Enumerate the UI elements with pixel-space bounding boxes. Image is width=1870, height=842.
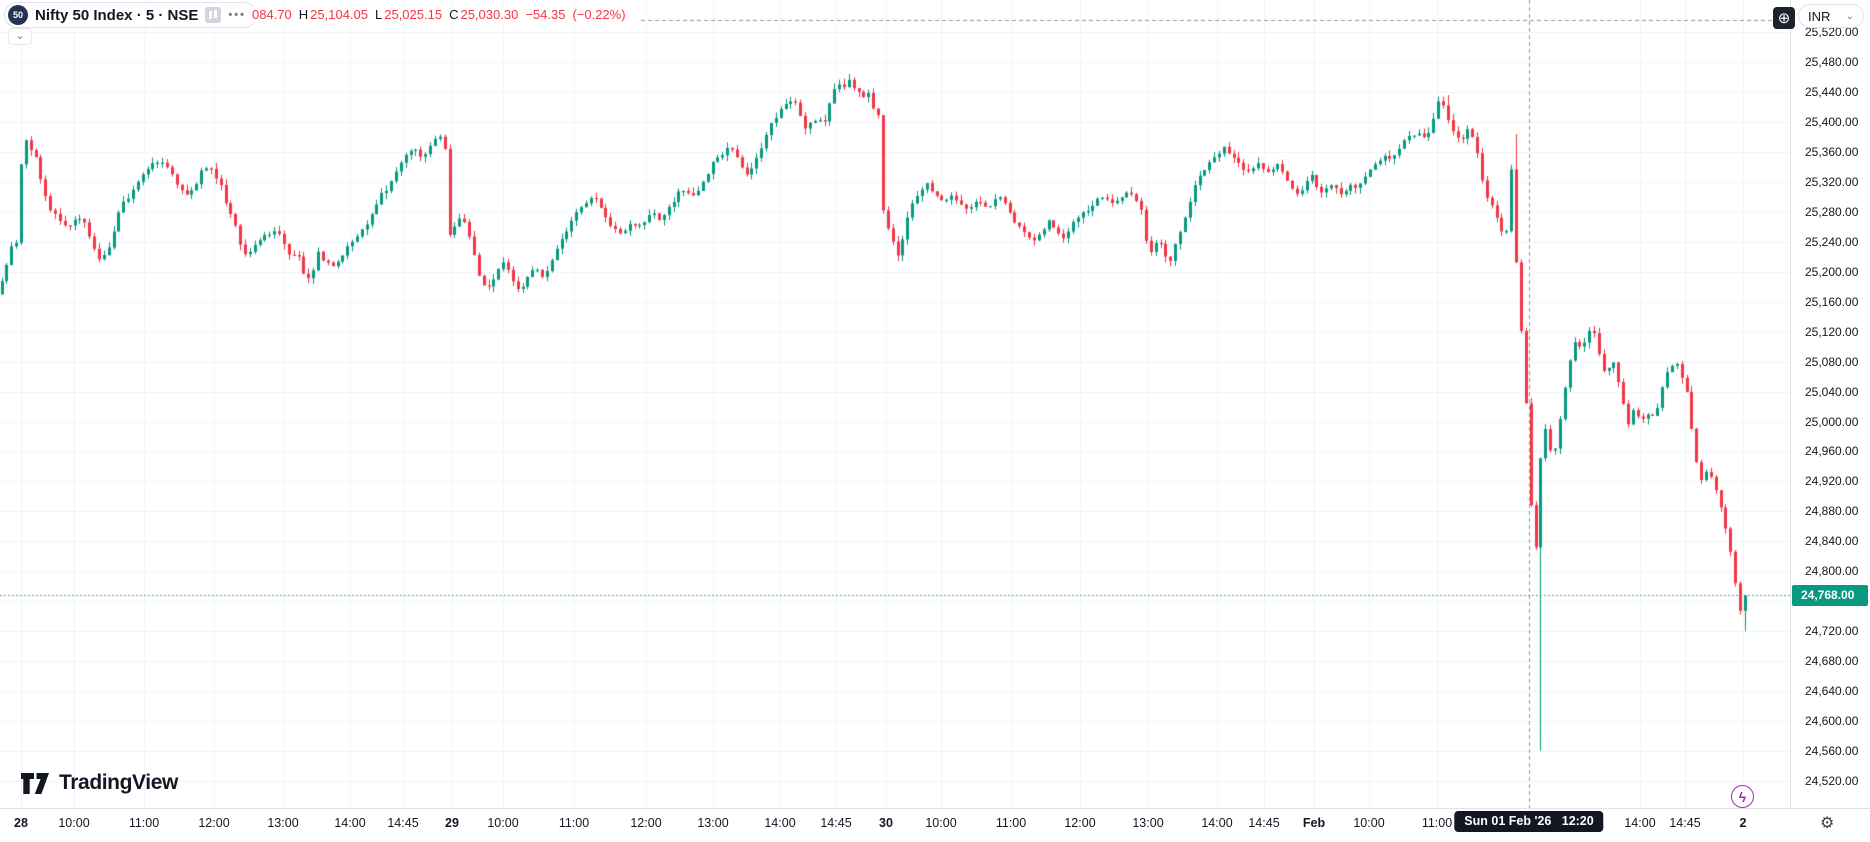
symbol-logo-badge: 50: [8, 5, 28, 25]
price-axis-label: 25,040.00: [1805, 384, 1859, 399]
symbol-pill[interactable]: 50 Nifty 50 Index · 5 · NSE •••: [4, 2, 257, 28]
time-axis-label: 14:45: [820, 816, 852, 830]
ohlc-part: H: [298, 7, 309, 22]
time-axis-label: 11:00: [1421, 816, 1453, 830]
time-axis-label: 30: [879, 816, 893, 830]
time-axis-label: 10:00: [1353, 816, 1385, 830]
time-axis-label: 14:45: [1669, 816, 1701, 830]
time-axis-label: 14:00: [334, 816, 366, 830]
price-axis-label: 25,360.00: [1805, 144, 1859, 159]
time-axis-label: 13:00: [267, 816, 299, 830]
price-axis-label: 25,160.00: [1805, 294, 1859, 309]
crosshair-time-badge: Sun 01 Feb '26 12:20: [1454, 811, 1604, 832]
time-axis-label: 2: [1739, 816, 1747, 830]
price-axis-label: 25,320.00: [1805, 174, 1859, 189]
ohlc-part: 25,030.30: [460, 7, 519, 22]
time-axis-label: 10:00: [925, 816, 957, 830]
time-axis-label: Feb: [1302, 816, 1326, 830]
ohlc-part: −54.35: [525, 7, 566, 22]
chevron-down-icon: ⌄: [1845, 10, 1854, 22]
time-axis-label: 11:00: [558, 816, 590, 830]
price-axis-label: 24,800.00: [1805, 564, 1859, 579]
tradingview-logo[interactable]: TradingView: [20, 771, 178, 795]
time-axis-label: 29: [445, 816, 459, 830]
price-axis-label: 24,960.00: [1805, 444, 1859, 459]
ohlc-info-row: 084.70 H 25,104.05 L 25,025.15 C 25,030.30 −54.…: [252, 7, 639, 22]
more-options-icon[interactable]: •••: [228, 9, 246, 21]
ohlc-part: (−0.22%): [572, 7, 626, 22]
chart-style-icon[interactable]: [205, 7, 222, 23]
candlestick-chart-pane[interactable]: [0, 0, 1790, 808]
lightning-icon: ϟ: [1738, 788, 1747, 805]
tradingview-logo-mark: [21, 772, 49, 794]
ohlc-part: 25,025.15: [384, 7, 443, 22]
symbol-title[interactable]: Nifty 50 Index · 5 · NSE: [35, 6, 199, 24]
time-axis-label: 13:00: [697, 816, 729, 830]
gear-icon[interactable]: ⚙: [1820, 815, 1835, 832]
price-axis-label: 24,720.00: [1805, 624, 1859, 639]
tradingview-logo-text: TradingView: [59, 771, 178, 794]
time-axis-label: 11:00: [128, 816, 160, 830]
instant-order-button[interactable]: ϟ: [1731, 785, 1754, 808]
time-axis-label: 12:00: [1064, 816, 1096, 830]
price-axis-label: 24,680.00: [1805, 654, 1859, 669]
time-axis-label: 10:00: [487, 816, 519, 830]
ohlc-part: 25,104.05: [310, 7, 368, 22]
price-axis-label: 24,520.00: [1805, 773, 1859, 788]
price-axis-label: 25,240.00: [1805, 234, 1859, 249]
currency-selector[interactable]: INR ⌄: [1798, 4, 1864, 28]
price-axis-label: 25,080.00: [1805, 354, 1859, 369]
quick-trade-button[interactable]: ⊕: [1773, 7, 1795, 29]
time-axis[interactable]: Sun 01 Feb '26 12:20 ⚙ 28 10:00 11:00 12:00…: [0, 808, 1870, 842]
time-axis-label: 28: [14, 816, 28, 830]
time-axis-label: 12:00: [630, 816, 662, 830]
time-axis-label: 13:00: [1132, 816, 1164, 830]
price-axis-label: 25,200.00: [1805, 264, 1859, 279]
time-axis-label: 14:00: [1624, 816, 1656, 830]
price-axis-label: 24,880.00: [1805, 504, 1859, 519]
time-axis-label: 10:00: [58, 816, 90, 830]
time-axis-label: 14:00: [764, 816, 796, 830]
price-axis-label: 24,600.00: [1805, 714, 1859, 729]
time-axis-label: 14:00: [1201, 816, 1233, 830]
time-axis-label: 14:45: [1248, 816, 1280, 830]
price-axis[interactable]: 24,768.00 25,520.00 25,480.00 25,440.00 25,…: [1790, 0, 1870, 808]
currency-label: INR: [1808, 8, 1831, 24]
price-axis-label: 25,280.00: [1805, 204, 1859, 219]
price-axis-label: 24,560.00: [1805, 743, 1859, 758]
price-axis-label: 25,440.00: [1805, 85, 1859, 100]
time-axis-label: 12:00: [198, 816, 230, 830]
plus-circle-icon: ⊕: [1777, 10, 1791, 27]
chevron-down-icon: ⌄: [15, 30, 25, 42]
ohlc-part: L: [375, 7, 383, 22]
price-axis-label: 25,400.00: [1805, 115, 1859, 130]
price-axis-label: 25,120.00: [1805, 324, 1859, 339]
price-axis-label: 25,480.00: [1805, 55, 1859, 70]
price-axis-label: 25,520.00: [1805, 25, 1859, 40]
price-axis-label: 24,920.00: [1805, 474, 1859, 489]
collapse-toolbar-button[interactable]: ⌄: [8, 28, 32, 45]
time-axis-label: 11:00: [995, 816, 1027, 830]
price-axis-label: 24,640.00: [1805, 684, 1859, 699]
time-axis-label: 14:45: [387, 816, 419, 830]
ohlc-part: 084.70: [252, 7, 292, 22]
ohlc-part: C: [449, 7, 459, 22]
last-price-badge: 24,768.00: [1792, 584, 1868, 606]
price-axis-label: 24,840.00: [1805, 534, 1859, 549]
price-axis-label: 25,000.00: [1805, 414, 1859, 429]
